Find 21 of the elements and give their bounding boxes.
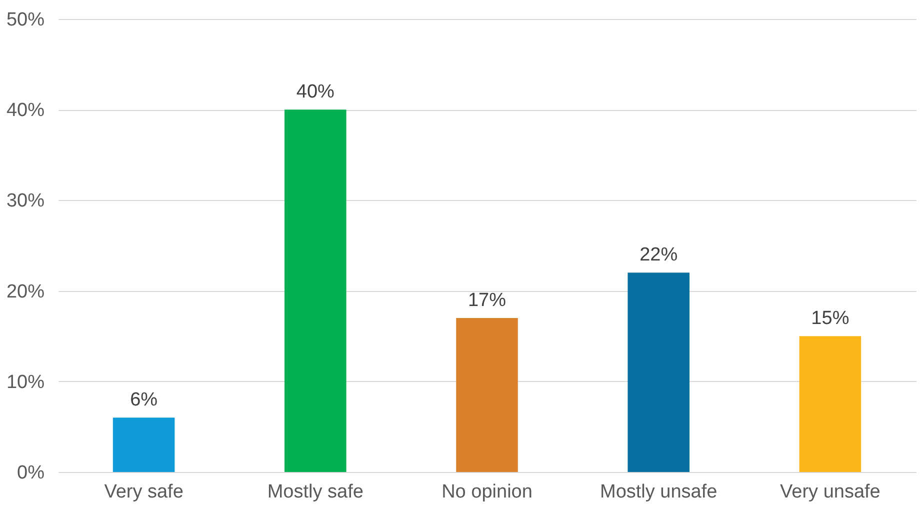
bar <box>799 336 862 472</box>
x-tick-label: Mostly unsafe <box>600 482 718 502</box>
y-tick-label: 40% <box>6 100 45 122</box>
bar <box>112 418 175 472</box>
bar <box>628 272 690 472</box>
data-label: 22% <box>640 244 678 266</box>
y-tick-label: 30% <box>6 190 45 212</box>
x-tick-label: Very safe <box>104 482 184 502</box>
y-tick-label: 10% <box>6 372 45 393</box>
y-tick-label: 20% <box>6 281 45 302</box>
x-tick-label: Mostly safe <box>267 482 364 502</box>
data-label: 17% <box>468 290 506 311</box>
data-label: 40% <box>296 82 335 103</box>
y-tick-label: 0% <box>17 462 45 484</box>
bar <box>284 110 346 472</box>
y-tick-label: 50% <box>6 10 45 30</box>
x-tick-label: No opinion <box>442 482 532 502</box>
data-label: 6% <box>130 390 158 411</box>
x-tick-label: Very unsafe <box>780 482 880 502</box>
bar <box>456 318 518 472</box>
data-label: 15% <box>811 308 850 330</box>
